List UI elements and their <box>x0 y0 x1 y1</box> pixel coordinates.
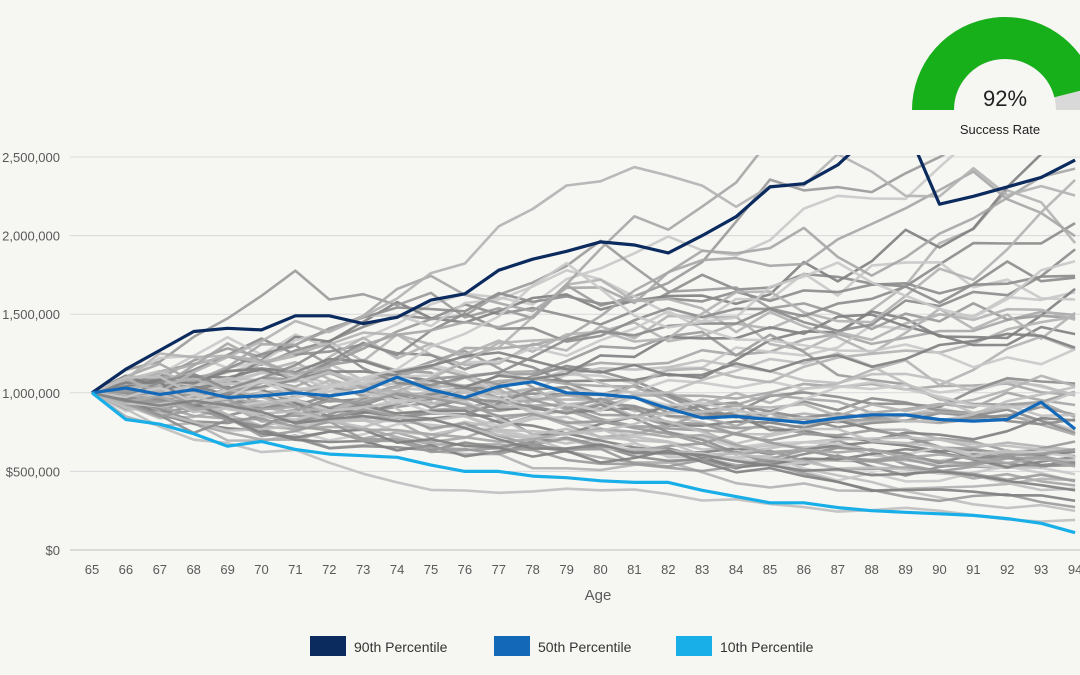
simulation-path <box>91 155 760 395</box>
simulation-path <box>91 391 1076 493</box>
legend: 90th Percentile 50th Percentile 10th Perce… <box>310 636 814 656</box>
x-tick-label: 73 <box>356 562 370 577</box>
simulation-path <box>91 155 1076 395</box>
simulation-path <box>91 382 1076 420</box>
x-axis-ticks: 65 66 67 68 69 70 71 72 73 74 75 76 77 78 79 80 81 82 83 84… <box>85 562 1080 577</box>
simulation-path <box>91 380 1076 503</box>
simulation-path <box>91 351 1076 418</box>
50th-percentile-legend-label: 50th Percentile <box>538 639 632 655</box>
x-tick-label: 67 <box>153 562 167 577</box>
x-tick-label: 80 <box>593 562 607 577</box>
simulation-path <box>91 391 1076 444</box>
simulation-path <box>91 391 1076 509</box>
10th-percentile-legend-swatch <box>676 636 712 656</box>
x-tick-label: 93 <box>1034 562 1048 577</box>
gridlines <box>70 156 1080 551</box>
simulation-path <box>91 307 1076 395</box>
y-tick-label: 2,500,000 <box>2 150 60 165</box>
success-rate-value: 92% <box>983 86 1027 111</box>
x-axis-title: Age <box>585 587 612 604</box>
x-tick-label: 86 <box>797 562 811 577</box>
simulation-path <box>91 278 1076 395</box>
x-tick-label: 94 <box>1068 562 1080 577</box>
y-tick-label: 2,000,000 <box>2 229 60 244</box>
50th-percentile-legend-swatch <box>494 636 530 656</box>
simulation-path <box>91 170 1076 394</box>
x-tick-label: 70 <box>254 562 268 577</box>
90th-percentile-line <box>91 155 1076 395</box>
x-tick-label: 83 <box>695 562 709 577</box>
gauge-fill <box>912 17 1080 111</box>
x-tick-label: 87 <box>831 562 845 577</box>
y-tick-label: 1,000,000 <box>2 386 60 401</box>
x-tick-label: 76 <box>458 562 472 577</box>
simulation-path <box>91 375 1076 436</box>
x-tick-label: 78 <box>525 562 539 577</box>
simulation-path <box>91 260 1076 398</box>
y-tick-label: 1,500,000 <box>2 307 60 322</box>
90th-percentile-legend-swatch <box>310 636 346 656</box>
simulation-path <box>91 274 1076 395</box>
x-tick-label: 65 <box>85 562 99 577</box>
x-tick-label: 85 <box>763 562 777 577</box>
simulation-path <box>91 155 946 394</box>
success-rate-gauge: 92% Success Rate <box>912 17 1080 137</box>
simulation-path <box>91 309 1076 408</box>
simulation-path <box>91 391 1076 523</box>
10th-percentile-line <box>91 391 1076 535</box>
x-tick-label: 75 <box>424 562 438 577</box>
x-tick-label: 84 <box>729 562 743 577</box>
x-tick-label: 81 <box>627 562 641 577</box>
y-axis-ticks: $0 $500,000 1,000,000 1,500,000 2,000,000 2,5… <box>2 150 60 558</box>
x-tick-label: 69 <box>220 562 234 577</box>
90th-percentile-legend-label: 90th Percentile <box>354 639 448 655</box>
percentile-series <box>91 155 1077 535</box>
x-tick-label: 72 <box>322 562 336 577</box>
x-tick-label: 74 <box>390 562 404 577</box>
y-tick-label: $0 <box>46 543 60 558</box>
50th-percentile-line <box>91 375 1077 431</box>
simulation-path <box>91 391 1076 468</box>
x-tick-label: 91 <box>966 562 980 577</box>
y-tick-label: $500,000 <box>6 464 60 479</box>
success-rate-label: Success Rate <box>960 122 1040 137</box>
x-tick-label: 77 <box>492 562 506 577</box>
x-tick-label: 66 <box>119 562 133 577</box>
x-tick-label: 79 <box>559 562 573 577</box>
x-tick-label: 71 <box>288 562 302 577</box>
simulation-path <box>91 363 1076 459</box>
simulation-path <box>91 259 1076 404</box>
x-tick-label: 90 <box>932 562 946 577</box>
x-tick-label: 88 <box>864 562 878 577</box>
simulation-paths <box>91 155 1077 523</box>
x-tick-label: 92 <box>1000 562 1014 577</box>
simulation-path <box>91 391 1076 492</box>
simulation-path <box>91 387 1076 452</box>
x-tick-label: 82 <box>661 562 675 577</box>
10th-percentile-legend-label: 10th Percentile <box>720 639 814 655</box>
x-tick-label: 68 <box>186 562 200 577</box>
simulation-path <box>91 248 1076 405</box>
x-tick-label: 89 <box>898 562 912 577</box>
simulation-path <box>91 332 1076 395</box>
